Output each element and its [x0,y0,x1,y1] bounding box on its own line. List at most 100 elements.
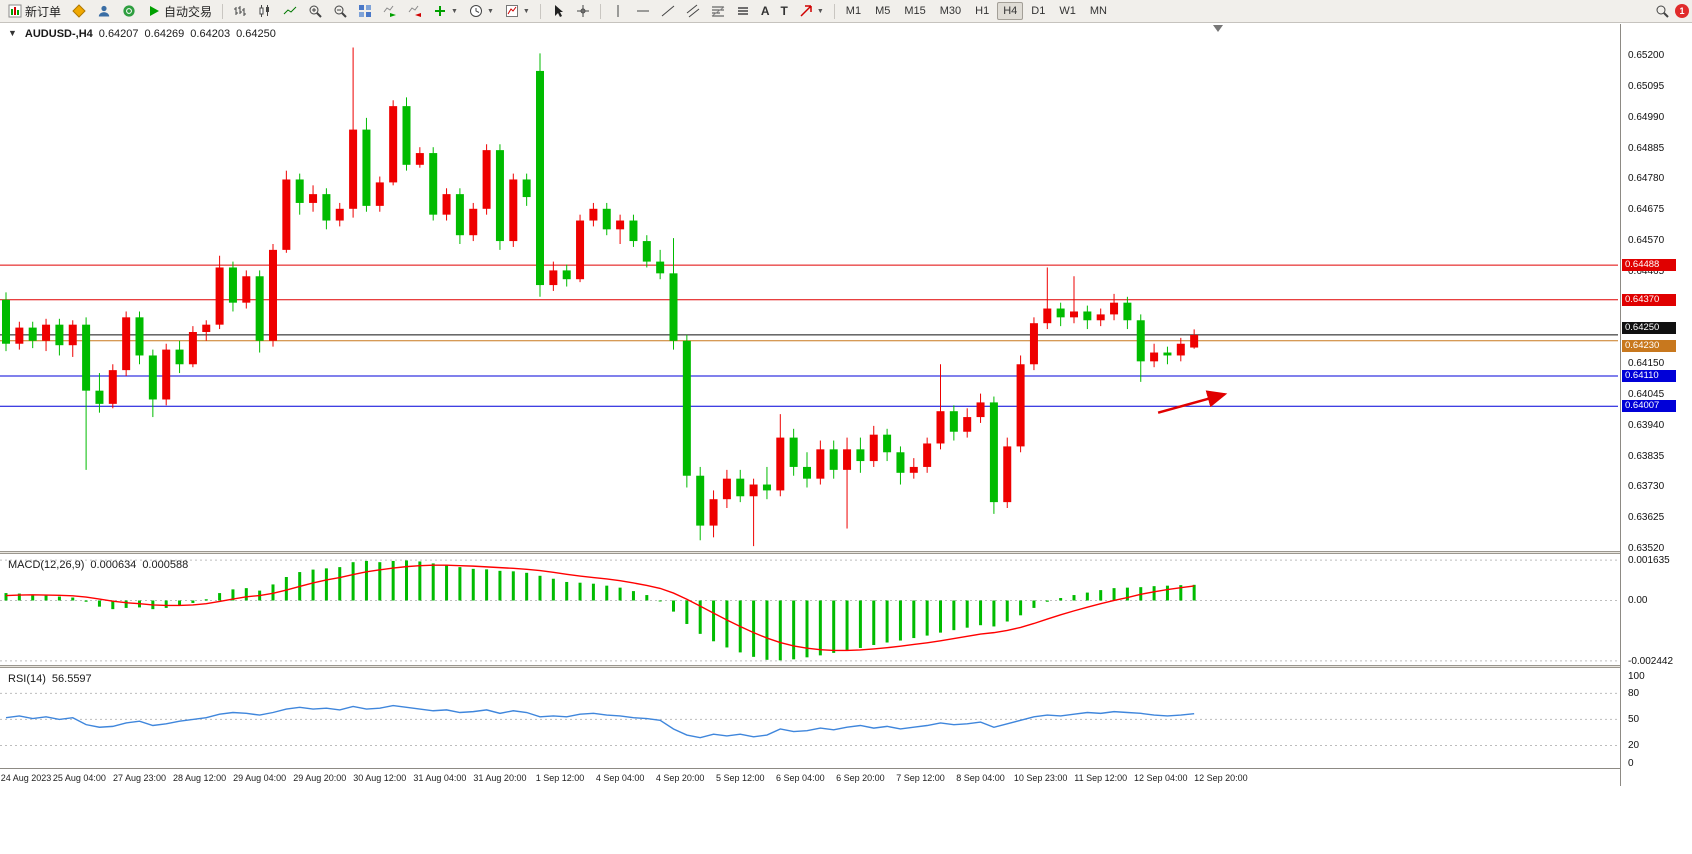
trendline-tool[interactable] [656,2,680,21]
bar-chart-button[interactable] [228,2,252,21]
timeframe-button-h1[interactable]: H1 [975,5,990,17]
chart-shift-marker[interactable] [1213,25,1223,32]
macd-bar [231,589,235,601]
candle [55,318,64,356]
channel-tool[interactable] [681,2,705,21]
tile-windows-button[interactable] [353,2,377,21]
price-scale[interactable]: 0.65200 0.65095 0.64990 0.64885 0.64780 0.646… [1620,24,1692,786]
candle [322,188,331,230]
timeframe-button-mn[interactable]: MN [1089,5,1107,17]
line-chart-icon [283,4,297,18]
globe-icon [122,4,136,18]
macd-bar [1019,600,1023,616]
candlestick-icon [258,4,272,18]
timeframe-button-m15[interactable]: M15 [904,5,926,17]
community-button[interactable] [92,2,116,21]
macd-bar [271,584,275,601]
chart-title: ▼ AUDUSD-,H4 0.64207 0.64269 0.64203 0.6… [8,28,276,40]
time-axis-label: 5 Sep 12:00 [715,773,765,783]
zoom-in-button[interactable] [303,2,327,21]
templates-button[interactable]: ▼ [500,2,535,21]
arrow-annotation[interactable] [1157,390,1228,414]
time-axis-label: 29 Aug 04:00 [233,773,287,783]
macd-bar [351,562,355,601]
chevron-down-icon: ▼ [451,7,458,15]
macd-bar [939,600,942,633]
horizontal-line-tool[interactable] [631,2,655,21]
timeframe-button-h4[interactable]: H4 [997,2,1024,20]
timeframe-button-m1[interactable]: M1 [845,5,862,17]
timeframe-button-m30[interactable]: M30 [939,5,962,17]
line-chart-button[interactable] [278,2,302,21]
fibonacci-tool[interactable] [706,2,730,21]
zoom-out-button[interactable] [328,2,352,21]
macd-bar [364,560,368,601]
pane-splitter[interactable] [0,551,1620,554]
candle [1056,302,1065,327]
macd-bar [752,600,756,657]
candlestick-chart-button[interactable] [253,2,277,21]
candle [429,147,438,221]
candle [696,466,705,541]
candle [1123,296,1132,330]
label-tool[interactable]: T [776,2,793,21]
candle [736,469,745,503]
macd-scale-label: -0.002442 [1628,655,1674,667]
rsi-pane[interactable] [0,670,1618,768]
macd-pane[interactable] [0,556,1618,666]
auto-scroll-button[interactable] [378,2,402,21]
candle [228,261,237,312]
macd-bar [712,600,716,642]
pane-splitter[interactable] [0,665,1620,668]
macd-bar [471,568,475,601]
candle [2,292,10,352]
price-line-label-box: 0.64370 [1622,293,1676,306]
time-axis-label: 4 Sep 20:00 [655,773,705,783]
search-button[interactable] [1650,2,1674,21]
timeframe-button-d1[interactable]: D1 [1031,5,1046,17]
candle [15,321,24,350]
candle [722,469,731,508]
metaquotes-button[interactable] [117,2,141,21]
time-axis-label: 25 Aug 04:00 [52,773,106,783]
macd-bar [551,578,555,601]
macd-bar [405,560,408,601]
auto-trading-button[interactable]: 自动交易 [142,2,217,21]
price-scale-label: 0.64150 [1628,358,1665,370]
time-axis-label: 1 Sep 12:00 [535,773,585,783]
chart-shift-button[interactable] [403,2,427,21]
candle [536,53,544,297]
candle [482,144,491,215]
candle [202,320,211,341]
price-pane[interactable] [0,24,1618,552]
new-order-button[interactable]: 新订单 [3,2,66,21]
timeframe-button-m5[interactable]: M5 [875,5,891,17]
new-order-icon [8,4,22,18]
shapes-tool[interactable] [731,2,755,21]
crosshair-button[interactable] [571,2,595,21]
one-click-trading-toggle[interactable]: ▼ [8,28,17,38]
time-axis[interactable]: 24 Aug 2023 25 Aug 04:00 27 Aug 23:00 28 Au… [0,768,1620,786]
text-icon: A [760,4,770,18]
macd-bar [1085,592,1089,601]
vertical-line-tool[interactable] [606,2,630,21]
price-scale-label: 0.63940 [1628,419,1665,431]
cursor-button[interactable] [546,2,570,21]
arrows-tool[interactable]: ▼ [794,2,829,21]
candle [896,446,905,485]
candle [1163,346,1172,365]
timeframe-button-w1[interactable]: W1 [1059,5,1076,17]
price-scale-label: 0.65200 [1628,50,1665,62]
candle [1029,317,1038,371]
mql5-button[interactable] [67,2,91,21]
candle [495,144,504,250]
price-scale-label: 0.63835 [1628,450,1665,462]
notification-badge[interactable]: 1 [1675,4,1689,18]
macd-name: MACD(12,26,9) [8,559,85,571]
periods-button[interactable]: ▼ [464,2,499,21]
candle [963,408,972,438]
rsi-scale-label: 100 [1628,671,1645,683]
price-scale-label: 0.64045 [1628,389,1665,401]
text-tool[interactable]: A [756,2,775,21]
indicators-button[interactable]: ▼ [428,2,463,21]
